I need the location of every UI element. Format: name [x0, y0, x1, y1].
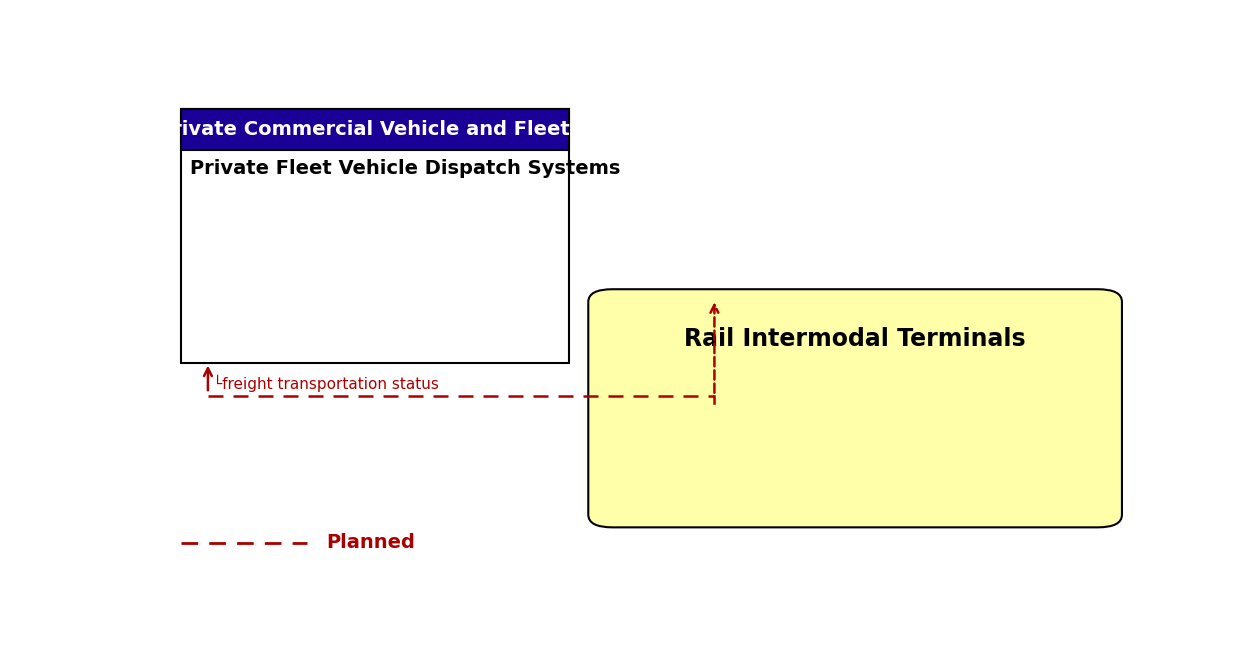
FancyBboxPatch shape [588, 290, 1122, 527]
Bar [180, 109, 568, 150]
Text: Planned: Planned [327, 533, 416, 552]
Text: └freight transportation status: └freight transportation status [213, 374, 438, 392]
Bar [180, 109, 568, 363]
Text: Private Fleet Vehicle Dispatch Systems: Private Fleet Vehicle Dispatch Systems [190, 159, 621, 178]
Text: Rail Intermodal Terminals: Rail Intermodal Terminals [685, 327, 1025, 351]
Text: Private Commercial Vehicle and Fleet...: Private Commercial Vehicle and Fleet... [158, 120, 592, 139]
